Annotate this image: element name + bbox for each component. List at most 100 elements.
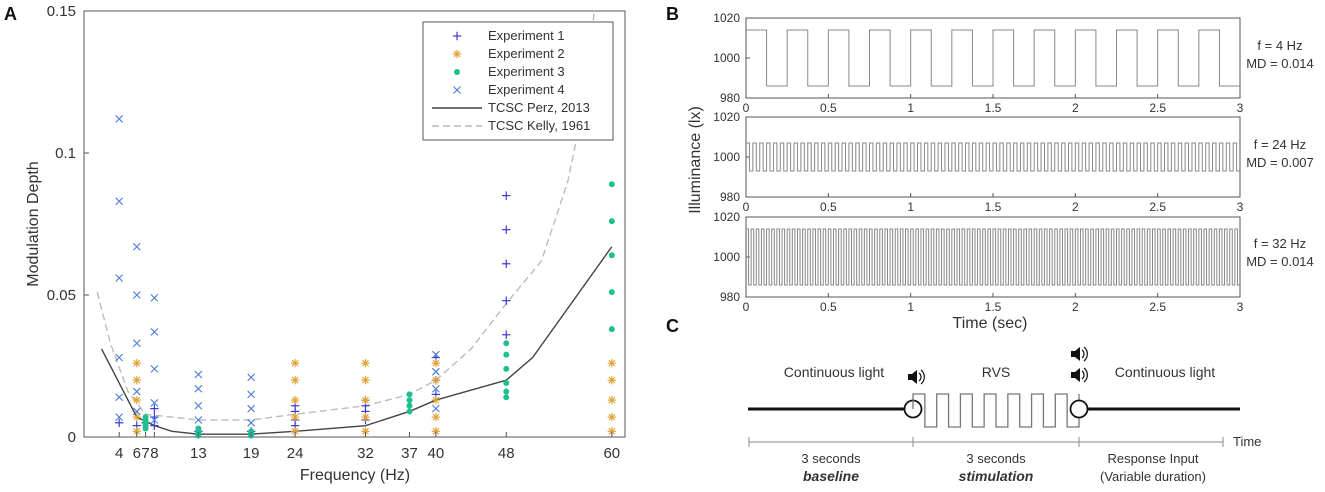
x-tick-label: 1 <box>907 200 914 214</box>
timeline-rvs: RVS <box>982 364 1011 380</box>
legend-label-kelly: TCSC Kelly, 1961 <box>488 118 590 133</box>
panel-letter-b: B <box>666 4 679 24</box>
chart-b-label-f1: f = 4 Hz <box>1257 38 1302 53</box>
speaker-icon <box>1071 367 1088 383</box>
chart-b-label-md2: MD = 0.007 <box>1246 155 1314 170</box>
segment-baseline-duration: 3 seconds <box>801 451 861 466</box>
x-tick-label: 19 <box>243 445 260 462</box>
square-wave-32hz <box>746 228 1240 286</box>
data-point-experiment-2 <box>607 376 617 385</box>
data-point-experiment-4 <box>150 293 159 302</box>
legend-swatch-marker <box>454 69 460 75</box>
chart-b-label-f3: f = 32 Hz <box>1254 236 1306 251</box>
data-point-experiment-3 <box>503 380 510 387</box>
panel-letter-c: C <box>666 316 679 336</box>
time-axis-label: Time <box>1233 434 1261 449</box>
segment-baseline-name: baseline <box>803 468 859 484</box>
data-point-experiment-4 <box>431 384 440 393</box>
series-line-tcsc-perz-2013 <box>100 246 613 435</box>
square-wave-24hz <box>746 142 1240 172</box>
x-tick-label: 0 <box>743 200 750 214</box>
x-tick-label: 0 <box>743 300 750 314</box>
data-point-experiment-2 <box>132 358 141 368</box>
data-point-experiment-2 <box>607 412 617 422</box>
y-tick-label: 1020 <box>713 110 740 124</box>
data-point-experiment-1 <box>502 225 511 234</box>
rvs-square-wave <box>912 393 1080 428</box>
x-tick-label: 0.5 <box>820 200 837 214</box>
data-point-experiment-4 <box>247 390 256 399</box>
x-tick-label: 1 <box>907 300 914 314</box>
data-point-experiment-3 <box>608 289 615 296</box>
chart-b-label-md1: MD = 0.014 <box>1246 56 1314 71</box>
x-tick-label: 3 <box>1237 300 1244 314</box>
data-point-experiment-3 <box>608 252 615 259</box>
data-point-experiment-4 <box>194 401 203 410</box>
data-point-experiment-3 <box>503 394 510 401</box>
data-point-experiment-2 <box>132 395 141 405</box>
data-point-experiment-4 <box>247 404 256 413</box>
speaker-icon <box>908 369 925 385</box>
data-point-experiment-2 <box>431 376 441 385</box>
x-tick-label: 2.5 <box>1149 300 1166 314</box>
data-point-experiment-4 <box>115 353 124 362</box>
data-point-experiment-4 <box>247 373 256 382</box>
data-point-experiment-4 <box>132 339 141 348</box>
timeline-continuous-left: Continuous light <box>784 364 885 380</box>
timeline-diagram: Continuous light RVS Continuous light Ti… <box>748 346 1261 484</box>
data-point-experiment-4 <box>431 350 440 359</box>
x-tick-label: 1.5 <box>985 300 1002 314</box>
data-point-experiment-3 <box>195 425 202 432</box>
data-point-experiment-3 <box>406 391 413 398</box>
legend-swatch-marker <box>452 31 462 41</box>
y-tick-label: 1020 <box>713 11 740 25</box>
x-tick-label: 6 <box>133 445 141 462</box>
segment-stimulation-name: stimulation <box>959 468 1034 484</box>
data-point-experiment-3 <box>406 397 413 404</box>
data-point-experiment-1 <box>502 330 511 339</box>
y-tick-label: 1000 <box>713 150 740 164</box>
data-point-experiment-3 <box>503 388 510 395</box>
data-point-experiment-2 <box>290 427 300 436</box>
chart-a-ylabel: Modulation Depth <box>25 161 42 286</box>
legend-label-exp3: Experiment 3 <box>488 64 565 79</box>
chart-a: 4 6 7 8 13 19 24 32 37 40 48 60 0 0.05 0.1 0.15 Freque… <box>25 3 626 484</box>
y-tick-label: 980 <box>720 91 740 105</box>
data-point-experiment-3 <box>608 218 615 225</box>
segment-response-title: Response Input <box>1107 451 1198 466</box>
data-point-experiment-4 <box>194 370 203 379</box>
data-point-experiment-4 <box>132 407 141 416</box>
data-point-experiment-2 <box>290 358 300 368</box>
data-point-experiment-2 <box>607 395 617 405</box>
y-tick-label: 1000 <box>713 250 740 264</box>
data-point-experiment-1 <box>114 418 124 427</box>
x-tick-label: 60 <box>603 445 620 462</box>
data-point-experiment-4 <box>150 364 159 373</box>
data-point-experiment-4 <box>431 404 440 413</box>
x-tick-label: 8 <box>150 445 158 462</box>
data-point-experiment-4 <box>132 242 141 251</box>
legend-label-exp1: Experiment 1 <box>488 28 565 43</box>
x-tick-label: 7 <box>141 445 149 462</box>
data-point-experiment-2 <box>361 395 370 405</box>
square-wave-4hz <box>746 29 1240 87</box>
x-tick-label: 0.5 <box>820 101 837 115</box>
segment-response-duration: (Variable duration) <box>1100 469 1206 484</box>
x-tick-label: 0 <box>743 101 750 115</box>
data-point-experiment-4 <box>115 393 124 402</box>
x-tick-label: 0.5 <box>820 300 837 314</box>
data-point-experiment-2 <box>361 358 370 368</box>
data-point-experiment-4 <box>115 115 124 123</box>
data-point-experiment-4 <box>132 387 141 396</box>
chart-a-xlabel: Frequency (Hz) <box>300 467 410 484</box>
legend-label-exp4: Experiment 4 <box>488 82 565 97</box>
y-tick-label: 980 <box>720 190 740 204</box>
x-tick-label: 13 <box>190 445 207 462</box>
segment-stimulation-duration: 3 seconds <box>966 451 1026 466</box>
data-point-experiment-2 <box>431 412 441 422</box>
data-point-experiment-2 <box>361 412 370 422</box>
x-tick-label: 2.5 <box>1149 200 1166 214</box>
x-tick-label: 48 <box>498 445 515 462</box>
